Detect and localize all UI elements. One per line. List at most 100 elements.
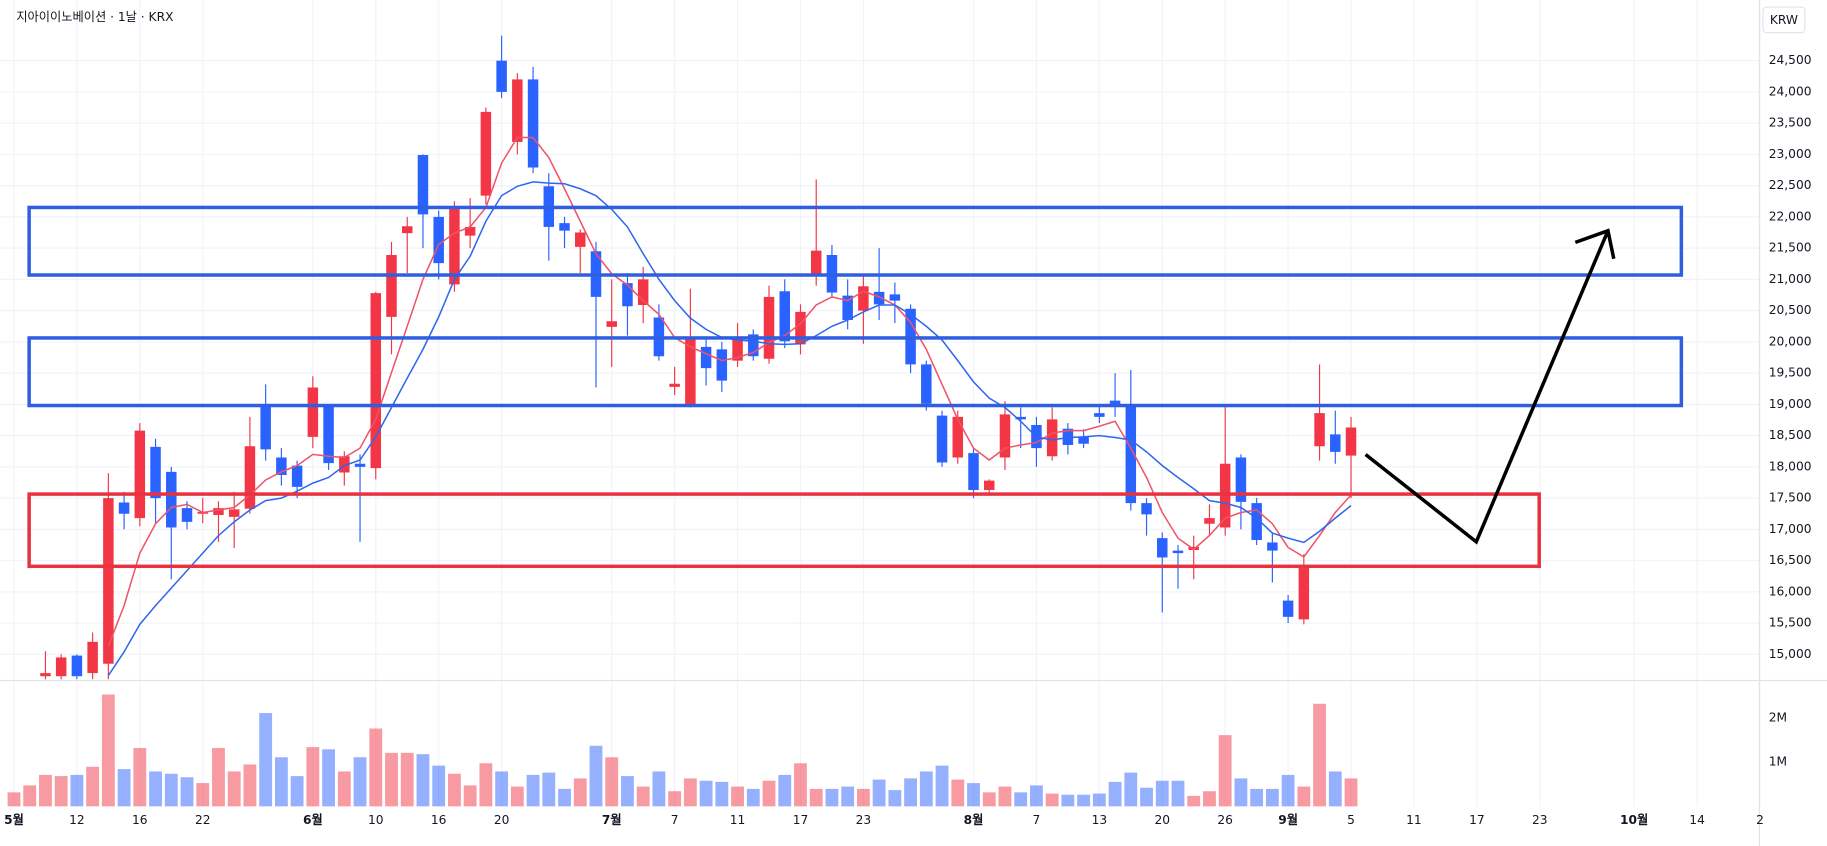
candle-body bbox=[1172, 550, 1184, 554]
volume-bar bbox=[432, 765, 446, 807]
volume-bar bbox=[353, 757, 367, 807]
volume-bar bbox=[652, 771, 666, 807]
y-tick-label: 20,000 bbox=[1769, 334, 1812, 348]
candle-body bbox=[1109, 400, 1121, 406]
volume-bar bbox=[1124, 772, 1138, 807]
candle-body bbox=[669, 383, 680, 387]
candle-body bbox=[213, 508, 224, 515]
volume-bar bbox=[7, 792, 21, 807]
volume-bar bbox=[385, 752, 398, 807]
candle-body bbox=[810, 250, 822, 277]
candle-body bbox=[244, 446, 256, 509]
candle-body bbox=[150, 446, 161, 499]
candle-body bbox=[842, 295, 853, 321]
candle-body bbox=[1251, 503, 1262, 540]
arrow-head bbox=[1574, 228, 1616, 260]
candle-body bbox=[968, 453, 979, 490]
candle-body bbox=[1267, 542, 1278, 551]
x-tick-label: 11 bbox=[730, 813, 746, 827]
volume-bar bbox=[86, 766, 100, 807]
arrow-path bbox=[1364, 230, 1610, 545]
volume-bar bbox=[715, 781, 729, 807]
volume-bar bbox=[1171, 780, 1185, 807]
x-tick-label: 17 bbox=[1469, 813, 1485, 827]
volume-bar bbox=[274, 757, 288, 807]
currency-box[interactable] bbox=[1762, 6, 1806, 34]
volume-bar bbox=[400, 752, 414, 807]
candle-body bbox=[166, 471, 177, 528]
volume-bar bbox=[416, 754, 430, 807]
y-tick-label: 21,500 bbox=[1769, 241, 1812, 255]
x-tick-label: 17 bbox=[793, 813, 809, 827]
candle-body bbox=[480, 111, 492, 196]
candle-body bbox=[983, 480, 995, 490]
y-tick-label: 16,000 bbox=[1769, 584, 1812, 598]
moving-average bbox=[107, 181, 1352, 677]
volume-bar bbox=[1218, 735, 1232, 807]
volume-bar bbox=[164, 773, 178, 807]
y-tick-label: 24,500 bbox=[1769, 53, 1812, 67]
candle-body bbox=[999, 414, 1011, 458]
volume-bar bbox=[904, 778, 917, 807]
volume-bar bbox=[841, 786, 855, 807]
y-tick-label: 23,500 bbox=[1769, 116, 1812, 130]
volume-bar bbox=[778, 774, 792, 807]
volume-bar bbox=[746, 788, 760, 807]
volume-bar bbox=[794, 763, 807, 807]
candle-body bbox=[307, 387, 319, 437]
volume-bar bbox=[1014, 792, 1028, 807]
y-tick-label: 17,500 bbox=[1769, 491, 1812, 505]
volume-bar bbox=[1297, 786, 1311, 807]
volume-bar bbox=[1061, 794, 1075, 807]
candle-body bbox=[496, 60, 507, 92]
candle-body bbox=[276, 457, 287, 475]
zone-box bbox=[27, 336, 1684, 408]
moving-average bbox=[107, 136, 1352, 647]
y-tick-label: 18,500 bbox=[1769, 428, 1812, 442]
candle-body bbox=[1141, 503, 1152, 515]
y-tick-label: 15,500 bbox=[1769, 616, 1812, 630]
volume-bar bbox=[825, 788, 839, 807]
y-tick-label: 19,500 bbox=[1769, 366, 1812, 380]
x-tick-label: 20 bbox=[1154, 813, 1170, 827]
volume-bar bbox=[573, 778, 587, 807]
x-tick-label: 22 bbox=[195, 813, 211, 827]
volume-bar bbox=[919, 771, 933, 807]
grid bbox=[0, 0, 1761, 807]
volume-bar bbox=[1155, 780, 1169, 807]
candle-body bbox=[1078, 436, 1089, 444]
candle-body bbox=[1094, 413, 1105, 417]
candle-body bbox=[386, 255, 397, 317]
volume-bar bbox=[1265, 788, 1279, 807]
x-tick-label: 9월 bbox=[1278, 812, 1298, 827]
volume-bar bbox=[1108, 781, 1122, 807]
volume-bar bbox=[683, 778, 697, 807]
candle-body bbox=[103, 498, 114, 664]
volume-tick-label: 1M bbox=[1769, 755, 1787, 769]
y-tick-label: 16,500 bbox=[1769, 553, 1812, 567]
volume-bar bbox=[322, 749, 335, 807]
x-tick-label: 16 bbox=[431, 813, 447, 827]
candle-body bbox=[370, 293, 382, 469]
volume-bar bbox=[479, 763, 493, 807]
x-tick-label: 12 bbox=[69, 813, 85, 827]
x-tick-label: 20 bbox=[494, 813, 510, 827]
volume-bar bbox=[668, 791, 682, 807]
candle-body bbox=[527, 79, 539, 168]
candle-body bbox=[433, 216, 444, 264]
candle-body bbox=[1235, 457, 1247, 502]
candle-body bbox=[1345, 427, 1357, 456]
candle-body bbox=[1015, 416, 1026, 420]
volume-bar bbox=[526, 774, 540, 807]
candle-body bbox=[889, 294, 901, 301]
volume-bar bbox=[212, 747, 225, 807]
volume-bar bbox=[337, 771, 351, 807]
volume-bar bbox=[762, 780, 776, 807]
x-tick-label: 7 bbox=[1033, 813, 1041, 827]
candle-body bbox=[87, 641, 98, 674]
candle-body bbox=[700, 346, 712, 369]
volume-bar bbox=[1203, 791, 1216, 807]
volume-bar bbox=[605, 757, 619, 807]
x-tick-label: 8월 bbox=[964, 812, 984, 827]
candle-body bbox=[401, 226, 413, 234]
